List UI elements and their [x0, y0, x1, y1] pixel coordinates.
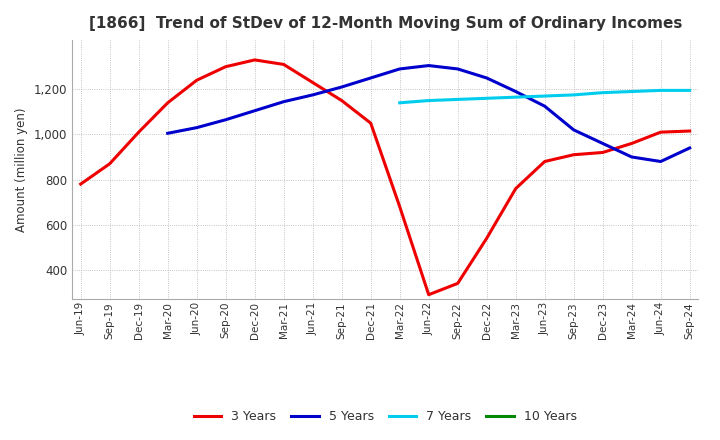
Y-axis label: Amount (million yen): Amount (million yen): [15, 107, 28, 231]
Title: [1866]  Trend of StDev of 12-Month Moving Sum of Ordinary Incomes: [1866] Trend of StDev of 12-Month Moving…: [89, 16, 682, 32]
Legend: 3 Years, 5 Years, 7 Years, 10 Years: 3 Years, 5 Years, 7 Years, 10 Years: [189, 405, 582, 428]
